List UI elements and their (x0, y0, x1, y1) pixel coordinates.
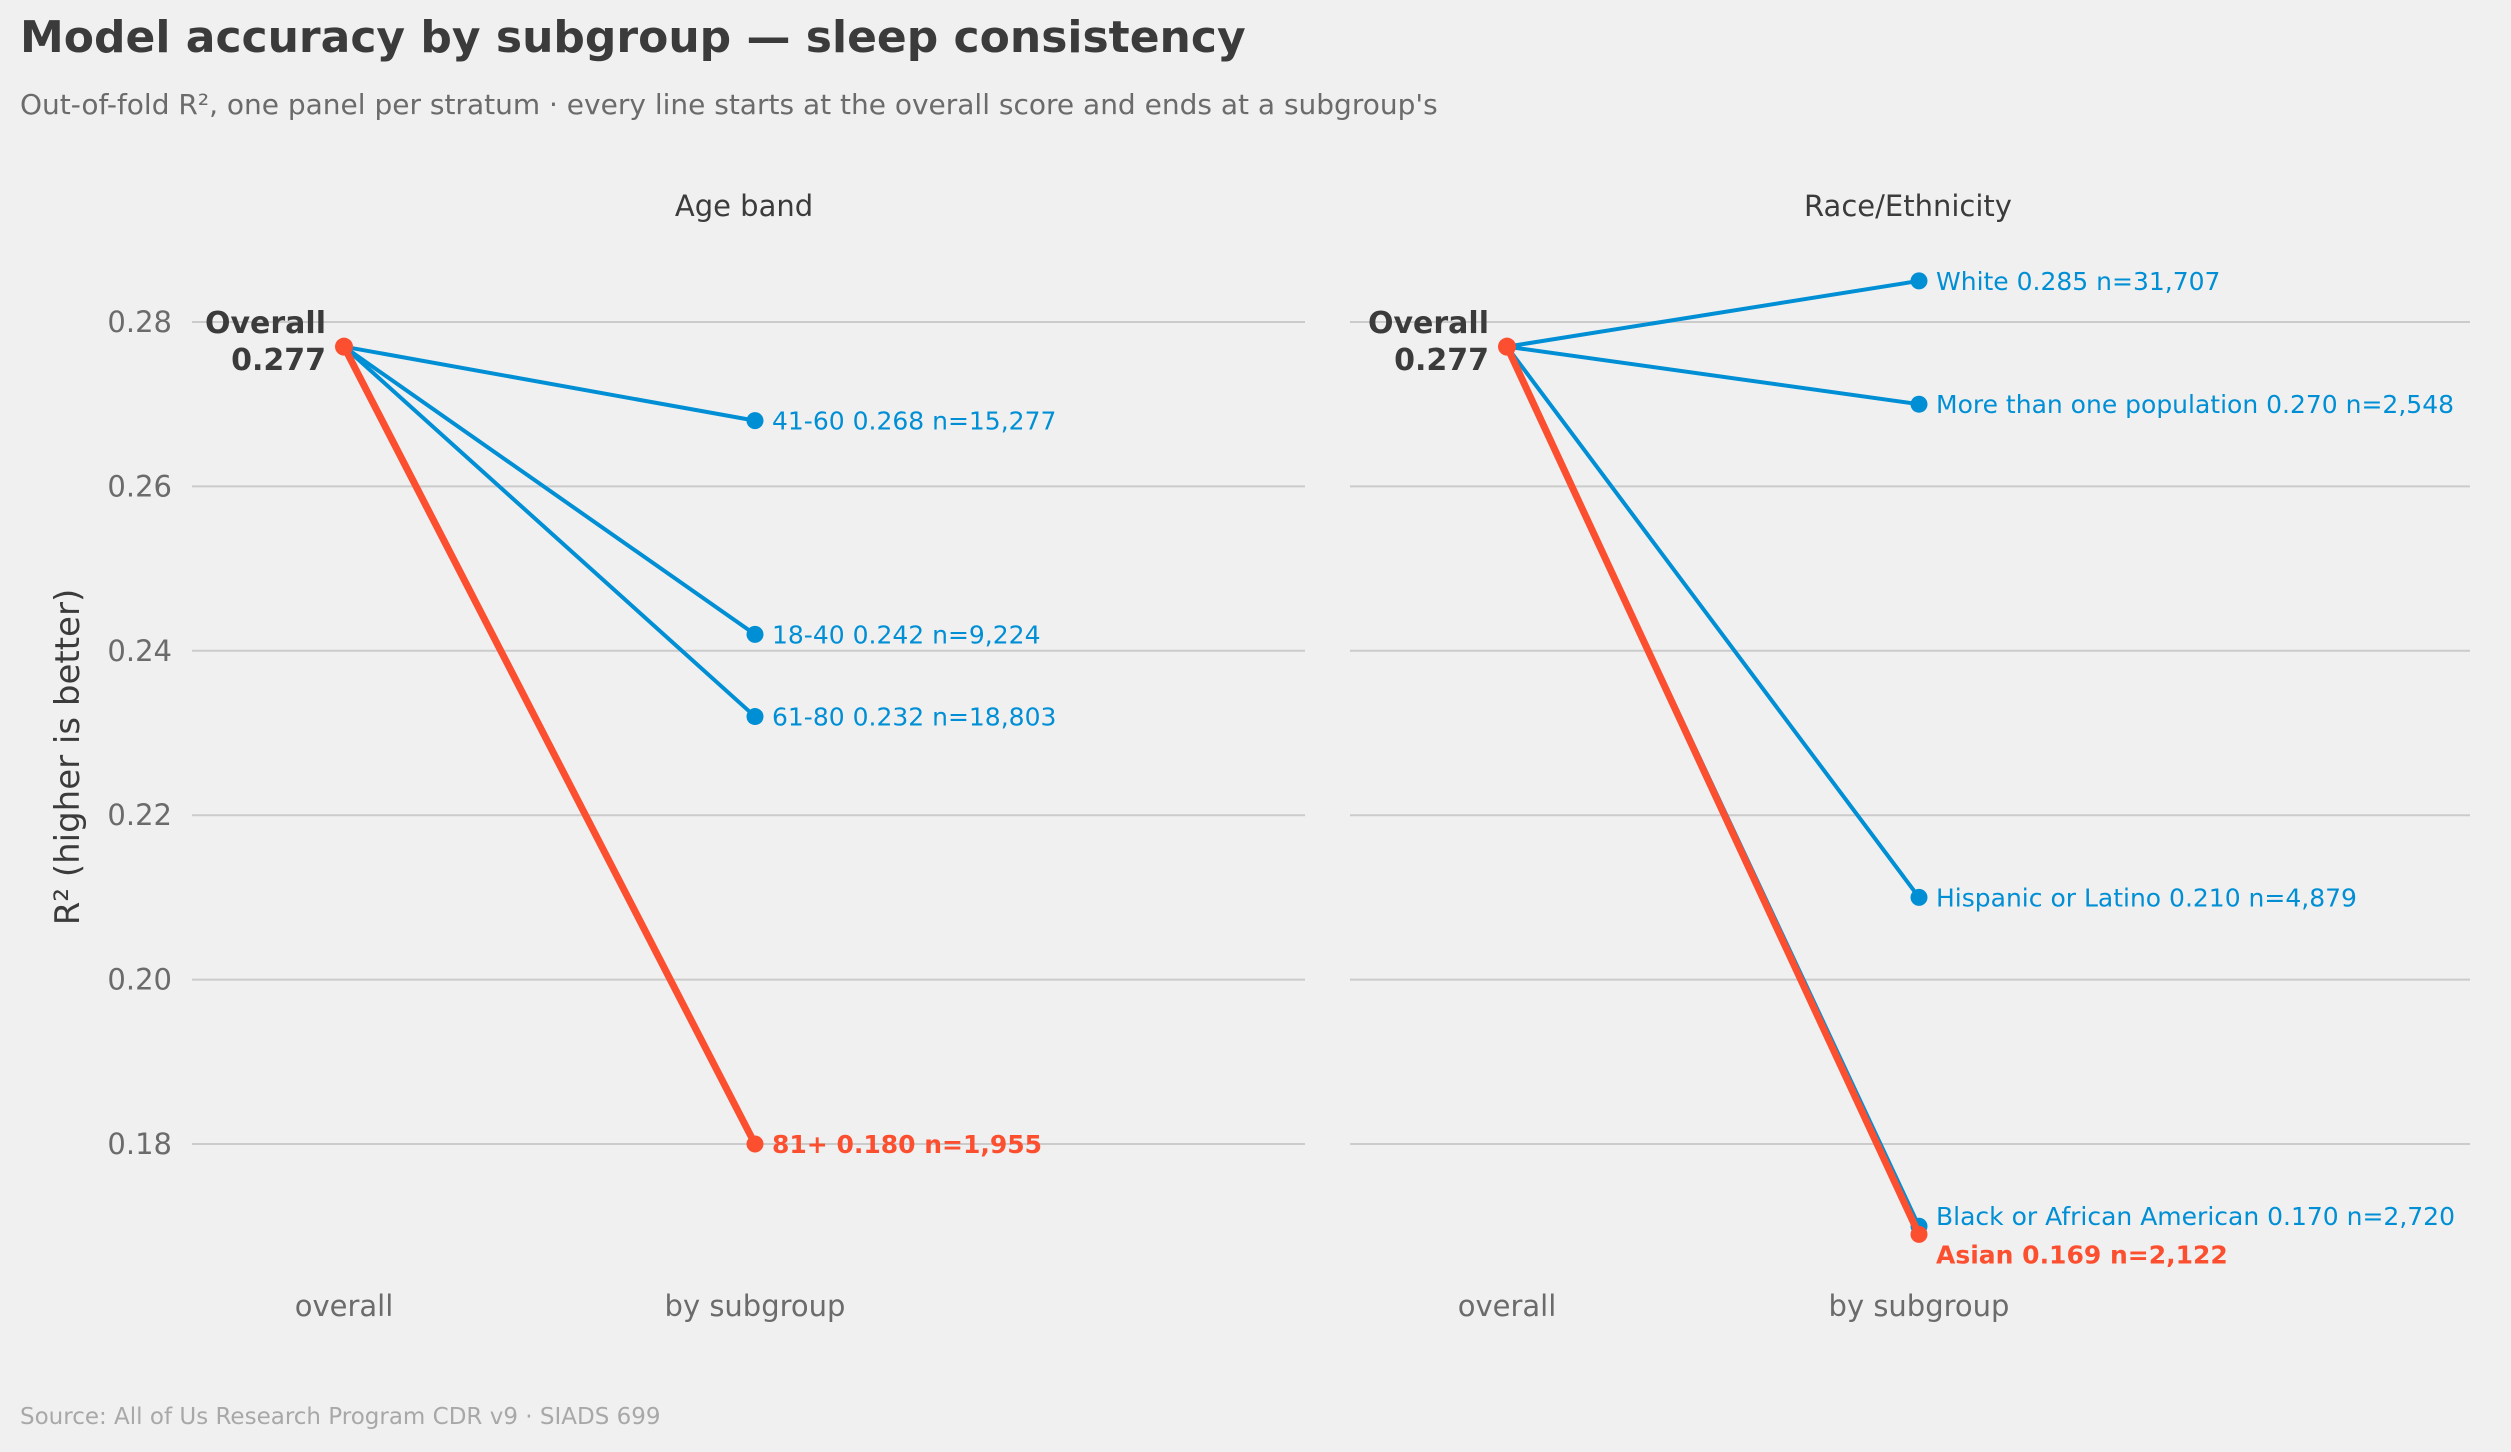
panel-title: Age band (675, 189, 813, 223)
x-tick-label: overall (295, 1289, 394, 1323)
slope-line (342, 344, 757, 719)
chart-subtitle: Out-of-fold R², one panel per stratum · … (20, 88, 1438, 121)
slope-line (1505, 344, 1921, 407)
source-note: Source: All of Us Research Program CDR v… (20, 1404, 661, 1430)
subgroup-point (746, 625, 764, 643)
overall-value-label: 0.277 (231, 343, 326, 378)
panel-title: Race/Ethnicity (1804, 189, 2012, 223)
subgroup-label: 81+ 0.180 n=1,955 (772, 1130, 1042, 1159)
y-tick-label: 0.18 (107, 1127, 172, 1161)
slope-line (1505, 344, 1921, 900)
slope-line (1503, 343, 1923, 1238)
slope-line (1505, 278, 1921, 349)
overall-point (1498, 337, 1516, 356)
subgroup-point (1910, 395, 1928, 413)
subgroup-label: White 0.285 n=31,707 (1936, 267, 2220, 296)
overall-label: Overall (1368, 306, 1489, 341)
y-tick-label: 0.28 (107, 305, 172, 339)
subgroup-label: Hispanic or Latino 0.210 n=4,879 (1936, 883, 2357, 912)
overall-point (335, 337, 353, 356)
x-tick-label: by subgroup (665, 1289, 846, 1323)
overall-label: Overall (205, 306, 326, 341)
subgroup-label: More than one population 0.270 n=2,548 (1936, 390, 2454, 419)
y-tick-label: 0.22 (107, 798, 172, 832)
subgroup-point (1910, 272, 1928, 290)
subgroup-point (1910, 888, 1928, 906)
subgroup-point (746, 1135, 764, 1153)
x-tick-label: by subgroup (1829, 1289, 2010, 1323)
subgroup-point (1910, 1225, 1928, 1243)
subgroup-label: 61-80 0.232 n=18,803 (772, 703, 1056, 732)
overall-value-label: 0.277 (1394, 343, 1489, 378)
subgroup-point (746, 708, 764, 726)
y-tick-label: 0.24 (107, 634, 172, 668)
subgroup-label: 18-40 0.242 n=9,224 (772, 620, 1040, 649)
slope-line (342, 344, 757, 637)
slope-line (340, 343, 759, 1148)
subgroup-label: Asian 0.169 n=2,122 (1936, 1240, 2228, 1269)
subgroup-point (746, 412, 764, 430)
y-tick-label: 0.26 (107, 469, 172, 503)
subgroup-label: 41-60 0.268 n=15,277 (772, 407, 1056, 436)
chart-title: Model accuracy by subgroup — sleep consi… (20, 12, 1246, 63)
y-tick-label: 0.20 (107, 963, 172, 997)
slope-line (342, 344, 757, 423)
x-tick-label: overall (1458, 1289, 1557, 1323)
subgroup-label: Black or African American 0.170 n=2,720 (1936, 1202, 2455, 1231)
